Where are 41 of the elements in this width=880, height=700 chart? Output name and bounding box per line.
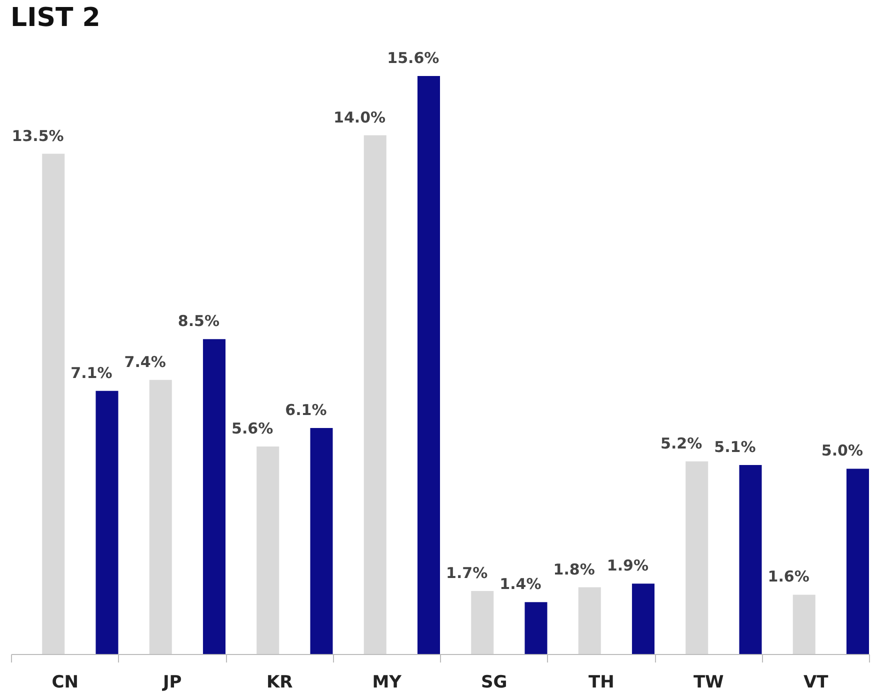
data-label: 1.7%	[446, 564, 488, 582]
x-tick-label: VT	[803, 672, 829, 692]
x-tick-label: MY	[372, 672, 402, 692]
bar	[846, 468, 869, 654]
x-tick-label: JP	[162, 672, 182, 692]
data-label: 13.5%	[12, 126, 64, 145]
data-label: 8.5%	[178, 312, 220, 330]
x-tick-label: TH	[588, 672, 614, 692]
data-label: 1.4%	[500, 575, 542, 594]
bar	[417, 76, 440, 654]
x-tick-label: SG	[481, 672, 508, 692]
bar	[364, 135, 386, 654]
bar	[471, 591, 494, 654]
bar	[202, 339, 226, 654]
data-label: 5.0%	[821, 442, 863, 460]
data-label: 7.4%	[124, 352, 166, 371]
bar	[686, 461, 708, 654]
data-label: 1.8%	[553, 560, 595, 578]
bar	[96, 390, 118, 654]
bar	[739, 465, 762, 654]
data-label: 6.1%	[285, 400, 327, 419]
x-tick-label: CN	[52, 672, 78, 692]
bar	[632, 584, 654, 654]
data-label: 1.9%	[606, 556, 648, 575]
bar	[256, 446, 280, 654]
bar	[310, 428, 333, 654]
bar	[149, 380, 172, 654]
bar	[792, 594, 816, 654]
data-label: 7.1%	[70, 364, 112, 382]
chart-title: LIST 2	[10, 3, 100, 33]
data-label: 5.1%	[714, 438, 756, 456]
bar	[524, 602, 548, 654]
bar	[42, 154, 65, 654]
data-label: 15.6%	[387, 49, 440, 67]
data-label: 5.6%	[232, 420, 274, 438]
bar	[578, 587, 601, 654]
x-tick-label: TW	[693, 672, 724, 692]
data-label: 14.0%	[334, 108, 386, 126]
data-label: 5.2%	[660, 434, 702, 452]
x-tick-label: KR	[266, 672, 293, 692]
data-label: 1.6%	[768, 568, 810, 586]
